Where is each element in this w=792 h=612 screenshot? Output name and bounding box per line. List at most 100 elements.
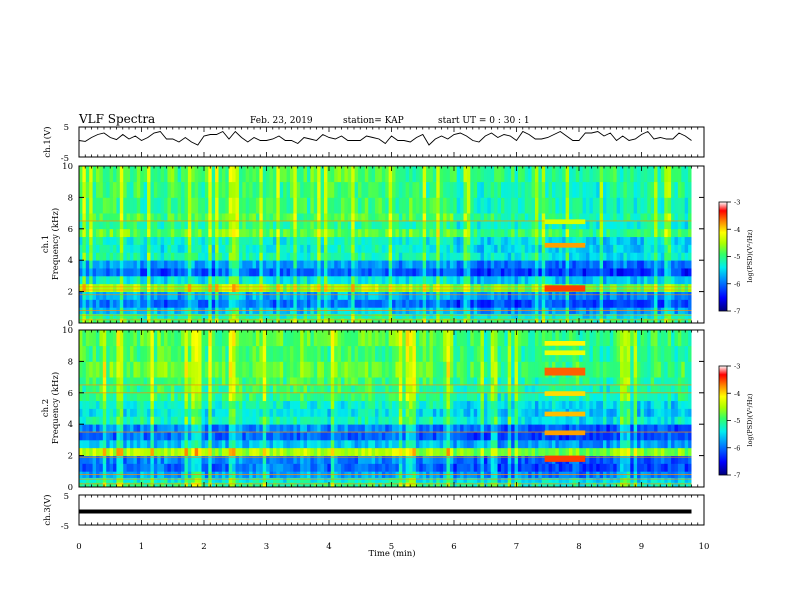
ch1-cell [562,166,566,183]
ch2-cell [140,482,145,488]
ch2-cell [96,345,100,362]
ch1-cell [92,313,97,319]
ch1-cell [569,213,573,222]
ch1-cell [225,220,230,230]
ch1-cell [630,244,635,253]
ch2-cell [160,424,165,433]
ch1-cell [545,236,549,245]
ch1-cell [640,260,645,269]
ch2-cell [375,455,379,464]
ch1-cell [589,244,594,253]
ch1-cell [548,268,553,277]
ch1-cell [313,268,318,277]
ch1-cell [150,244,155,253]
ch1-cell [160,252,165,261]
ch1-cell [351,197,356,214]
ch1-cell [385,244,390,253]
ch1-cell [181,181,185,198]
ch2-cell [187,400,192,409]
ch1-cell [106,313,111,319]
ch2-cell [276,447,281,456]
ch1-cell [113,213,117,222]
ch2-cell [334,377,339,386]
ch1-cell [449,244,454,253]
ch2-cell [259,416,264,425]
ch1-cell [415,260,420,269]
ch2-cell [286,463,291,472]
ch1-cell [102,318,107,324]
ch2-cell [361,432,366,441]
ch2-cell [218,447,223,456]
ch1-cell [96,244,100,253]
ch1-cell [487,197,492,214]
ch1-cell [466,197,471,214]
ch1-cell [664,197,669,214]
ch2-cell [238,408,243,417]
ch1-cell [191,220,196,230]
ch1-cell [592,299,597,308]
ch1-cell [354,244,359,253]
ch1-cell [106,220,111,230]
ch1-cell [565,197,570,214]
ch1-cell [310,318,315,324]
ch1-cell [136,291,141,300]
ch1-cell [283,228,287,238]
ch1-cell [245,236,250,245]
ch1-cell [102,313,107,319]
ch2-cell [296,400,301,409]
ch1-cell [460,318,464,324]
ch1-cell [579,236,584,245]
ch1-cell [684,236,689,245]
ch2-cell [143,345,148,362]
ch2-cell [174,432,179,441]
ch1-cell [521,236,526,245]
ch1-cell [82,236,87,245]
ch2-cell [113,392,117,402]
ch2-cell [235,392,240,402]
ch1-cell [242,268,247,277]
ch1-cell [375,299,379,308]
ch2-cell [269,416,274,425]
ch2-cell [371,416,376,425]
ch1-cell [272,299,277,308]
ch1-cell [310,244,315,253]
ch2-cell [119,439,124,449]
ch1-cell [650,318,655,324]
ch2-cell [82,408,87,417]
ch1-cell [96,197,100,214]
ch1-cell [497,291,502,300]
ch1-cell [327,228,332,238]
ch1-cell [490,318,495,324]
ch2-cell [324,400,328,409]
ch2-cell [385,463,390,472]
ch1-cell [354,275,359,285]
ch1-cell [375,166,379,183]
ch2-cell [279,392,284,402]
ch1-cell [85,291,90,300]
ch1-cell [126,299,131,308]
ch1-cell [198,166,202,183]
ch1-cell [572,260,577,269]
ch2-cell [245,400,250,409]
ch2-cell [211,477,216,483]
ch2-cell [143,424,148,433]
ch1-cell [419,228,424,238]
ch1-cell [555,166,560,183]
ch2-cell [368,384,373,394]
ch1-cell [225,299,230,308]
ch1-cell [187,166,192,183]
ch2-cell [344,345,349,362]
ch2-cell [276,361,281,378]
ch2-cell [215,400,219,409]
ch1-cell [381,291,386,300]
ch1-cell [405,291,410,300]
ch1-cell [511,197,515,214]
ch2-cell [381,416,386,425]
ch1-cell [558,275,563,285]
ch1-cell [300,275,304,285]
ch2-cell [262,330,267,347]
ch1-cell [252,236,257,245]
ch1-cell [354,260,359,269]
ch1-cell [358,220,362,230]
ch2-cell [218,400,223,409]
